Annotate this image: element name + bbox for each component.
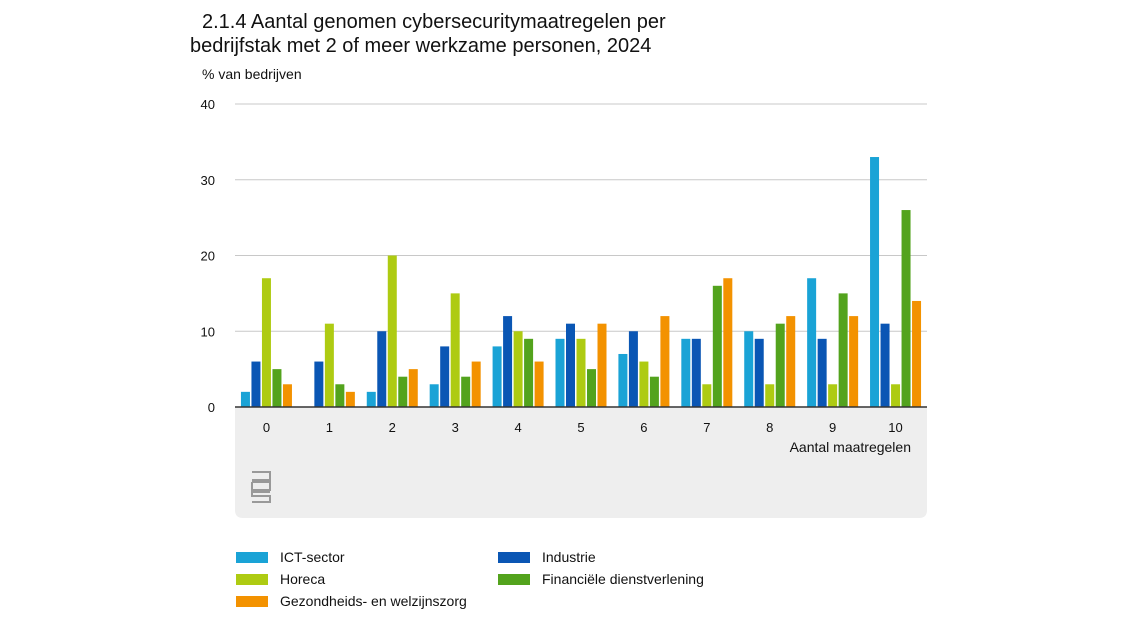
bar <box>503 316 513 407</box>
legend-swatch <box>498 573 530 585</box>
bar <box>513 331 523 407</box>
bar <box>660 316 670 407</box>
bar <box>576 338 586 407</box>
x-tick-label: 2 <box>389 420 396 435</box>
y-tick-label: 10 <box>201 324 215 339</box>
bar <box>765 384 775 407</box>
legend-swatch <box>236 551 268 563</box>
x-axis-panel <box>235 407 927 518</box>
bar <box>398 376 408 407</box>
bar <box>335 384 345 407</box>
legend-label: Financiële dienstverlening <box>542 571 704 587</box>
legend-label: ICT-sector <box>280 549 345 565</box>
chart-title-line-1: 2.1.4 Aantal genomen cybersecuritymaatre… <box>202 11 666 33</box>
bar <box>440 346 450 407</box>
x-axis-label: Aantal maatregelen <box>790 439 911 455</box>
cbs-logo <box>251 471 271 503</box>
bar <box>744 331 754 407</box>
bar <box>492 346 502 407</box>
bar <box>450 293 460 407</box>
bar <box>639 361 649 407</box>
x-tick-label: 8 <box>766 420 773 435</box>
bar <box>408 369 418 407</box>
legend-swatch <box>236 573 268 585</box>
chart-title-line-2: bedrijfstak met 2 of meer werkzame perso… <box>190 35 652 57</box>
bar <box>524 338 534 407</box>
bar <box>597 323 607 407</box>
bar <box>471 361 481 407</box>
bar <box>366 391 376 407</box>
x-tick-label: 10 <box>888 420 902 435</box>
bar <box>272 369 282 407</box>
legend-swatch <box>236 595 268 607</box>
x-tick-label: 9 <box>829 420 836 435</box>
bar <box>345 391 355 407</box>
legend-label: Industrie <box>542 549 596 565</box>
y-tick-label: 40 <box>201 97 215 112</box>
bar <box>314 361 324 407</box>
legend-label: Gezondheids- en welzijnszorg <box>280 593 467 609</box>
bar <box>628 331 638 407</box>
bar <box>691 338 701 407</box>
bar <box>587 369 596 407</box>
bar <box>649 376 659 407</box>
bar <box>282 384 292 407</box>
bar <box>912 300 922 407</box>
bar <box>807 278 817 407</box>
y-axis-label: % van bedrijven <box>202 66 302 82</box>
bar <box>324 323 334 407</box>
bar <box>849 316 859 407</box>
bar <box>377 331 387 407</box>
legend-swatch <box>498 551 530 563</box>
bar <box>838 293 848 407</box>
bar <box>712 285 722 407</box>
x-tick-label: 6 <box>640 420 647 435</box>
bar <box>618 353 628 407</box>
bar <box>775 323 785 407</box>
bar <box>261 278 271 407</box>
bar <box>754 338 764 407</box>
bar <box>251 361 261 407</box>
bar <box>723 278 733 407</box>
bar <box>786 316 796 407</box>
bar <box>901 210 911 407</box>
legend-item-horeca: Horeca <box>236 571 325 587</box>
legend-item-financiele: Financiële dienstverlening <box>498 571 704 587</box>
legend-item-ict: ICT-sector <box>236 549 345 565</box>
bar <box>891 384 901 407</box>
x-tick-label: 3 <box>452 420 459 435</box>
bar <box>555 338 565 407</box>
bar <box>387 255 397 407</box>
legend-label: Horeca <box>280 571 326 587</box>
x-tick-label: 0 <box>263 420 270 435</box>
x-tick-label: 5 <box>577 420 584 435</box>
bar <box>534 361 544 407</box>
bar <box>681 338 691 407</box>
y-tick-label: 20 <box>201 249 215 264</box>
bar <box>429 384 439 407</box>
bar <box>828 384 838 407</box>
x-tick-label: 4 <box>514 420 521 435</box>
bar <box>240 391 250 407</box>
y-tick-label: 0 <box>208 400 215 415</box>
bar <box>870 157 880 407</box>
bar <box>461 376 471 407</box>
bar <box>702 384 712 407</box>
bar <box>880 323 890 407</box>
y-tick-label: 30 <box>201 173 215 188</box>
bar <box>566 323 575 407</box>
x-tick-label: 7 <box>703 420 710 435</box>
legend-item-industrie: Industrie <box>498 549 596 565</box>
bar <box>817 338 827 407</box>
legend-item-gezondheid: Gezondheids- en welzijnszorg <box>236 593 467 609</box>
x-tick-label: 1 <box>326 420 333 435</box>
